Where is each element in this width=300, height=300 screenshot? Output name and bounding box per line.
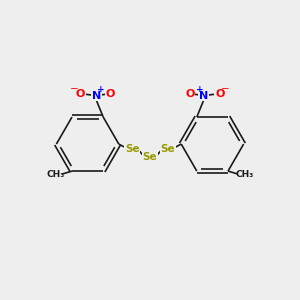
Text: O: O [215,89,224,99]
Text: O: O [105,89,115,99]
Text: Se: Se [125,143,140,154]
Text: CH₃: CH₃ [46,169,65,178]
Text: O: O [76,89,85,99]
Text: −: − [221,84,230,94]
Text: −: − [70,84,79,94]
Text: CH₃: CH₃ [235,169,254,178]
Text: Se: Se [160,143,175,154]
Text: Se: Se [143,152,157,162]
Text: N: N [199,91,208,100]
Text: O: O [185,89,195,99]
Text: N: N [92,91,101,100]
Text: +: + [97,85,104,94]
Text: +: + [196,85,203,94]
